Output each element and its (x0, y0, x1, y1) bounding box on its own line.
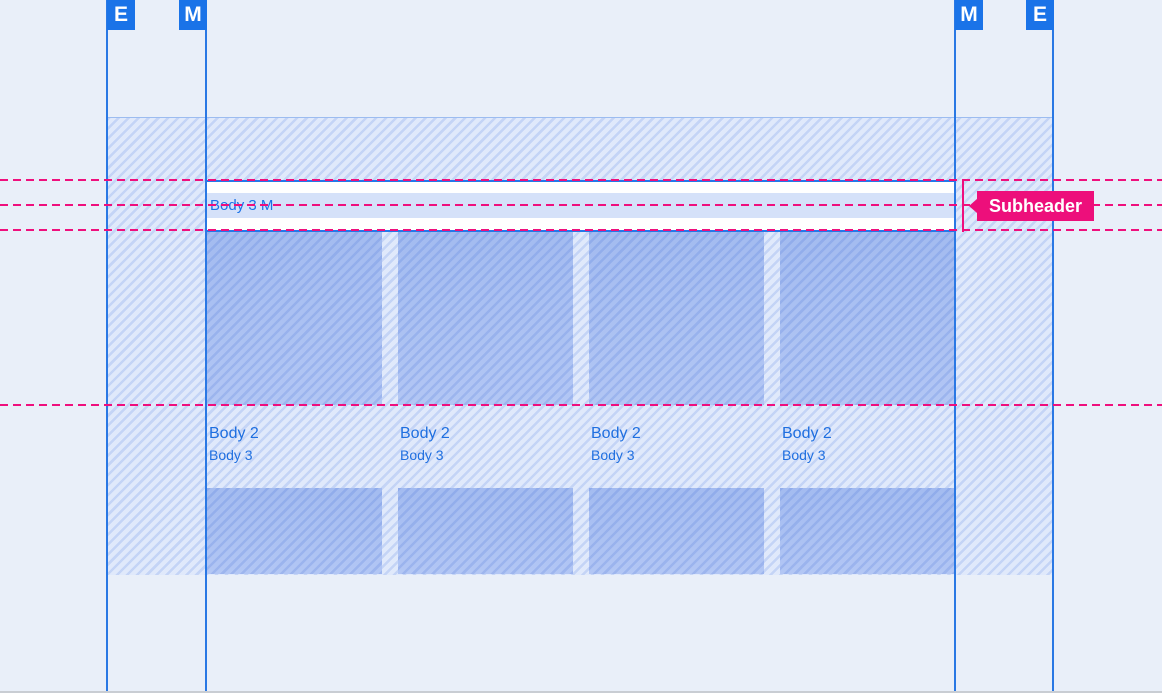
annotation-dashed-line-subheader-bottom (0, 229, 1162, 231)
annotation-dashed-line-subheader-middle (0, 204, 1162, 206)
edge-marker-right: E (1026, 0, 1054, 30)
card-image-placeholder (780, 232, 955, 405)
card-subtitle: Body 3 (782, 447, 826, 463)
subheader-bar: Body 3 M (207, 180, 955, 232)
annotation-dashed-line-card-bottom (0, 404, 1162, 406)
card-image-placeholder (207, 232, 382, 405)
margin-marker-left: M (179, 0, 207, 30)
card-image-placeholder (207, 488, 382, 574)
card-image-placeholder (589, 488, 764, 574)
card-caption: Body 2 Body 3 (209, 423, 259, 465)
card-caption: Body 2 Body 3 (400, 423, 450, 465)
card-caption: Body 2 Body 3 (782, 423, 832, 465)
card-subtitle: Body 3 (591, 447, 635, 463)
guide-line-margin-left (205, 0, 207, 691)
card-image-placeholder (589, 232, 764, 405)
page-bottom-edge (0, 691, 1162, 693)
subheader-annotation-label: Subheader (968, 191, 1095, 221)
card-title: Body 2 (591, 425, 641, 442)
guide-line-edge-right (1052, 0, 1054, 691)
card-image-placeholder (398, 232, 573, 405)
card-caption: Body 2 Body 3 (591, 423, 641, 465)
annotation-dashed-line-subheader-top (0, 179, 1162, 181)
guide-line-edge-left (106, 0, 108, 691)
card-title: Body 2 (782, 425, 832, 442)
card-image-placeholder (398, 488, 573, 574)
edge-marker-left: E (107, 0, 135, 30)
margin-marker-right: M (955, 0, 983, 30)
card-image-placeholder (780, 488, 955, 574)
card-subtitle: Body 3 (209, 447, 253, 463)
card-title: Body 2 (209, 425, 259, 442)
annotation-measure-line (962, 180, 964, 232)
card-title: Body 2 (400, 425, 450, 442)
card-subtitle: Body 3 (400, 447, 444, 463)
guide-line-margin-right (954, 0, 956, 691)
